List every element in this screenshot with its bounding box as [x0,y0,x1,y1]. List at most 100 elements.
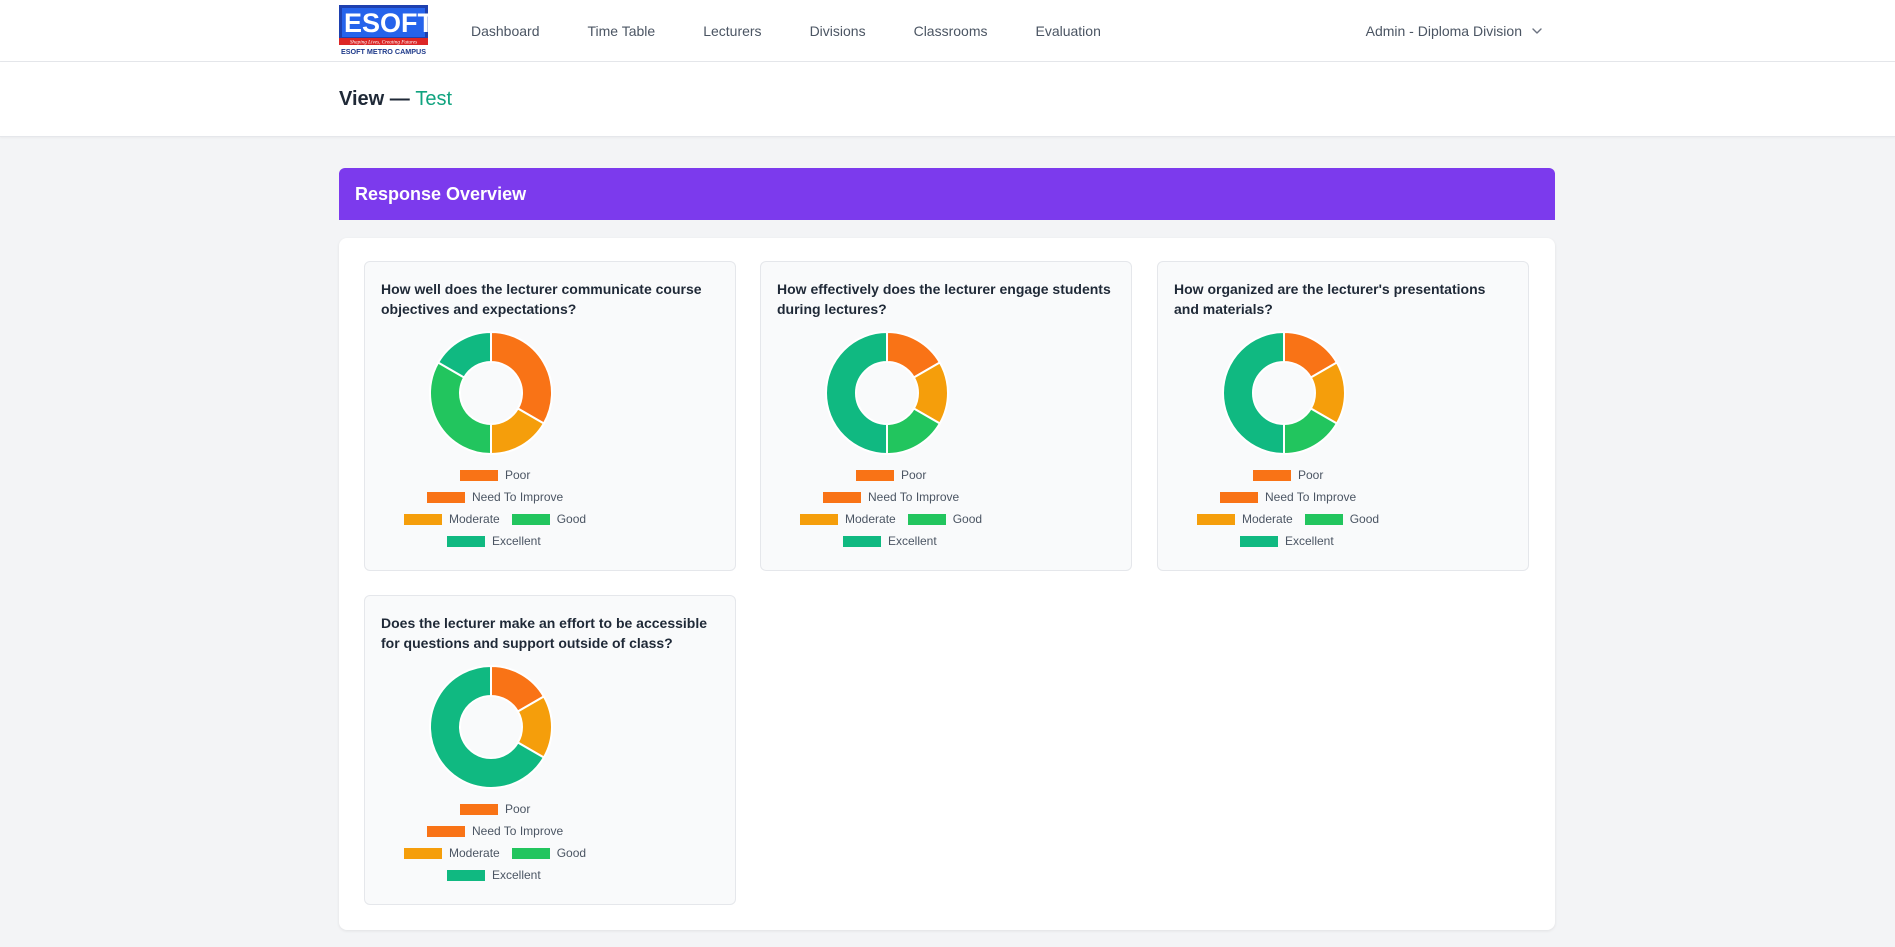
legend-item-need-to-improve[interactable]: Need To Improve [823,490,959,504]
legend-label: Moderate [449,512,500,526]
donut-chart [825,331,949,455]
page-title-name: Test [415,88,453,110]
legend-item-poor[interactable]: Poor [460,468,530,482]
legend-label: Poor [505,802,531,816]
logo-tagline: Shaping Lives, Creating Futures [350,40,417,46]
legend-item-moderate[interactable]: Moderate [1197,512,1293,526]
legend-label: Need To Improve [472,824,564,838]
legend-item-need-to-improve[interactable]: Need To Improve [1220,490,1356,504]
legend-swatch [427,491,465,503]
legend-row: Excellent [1240,534,1334,548]
logo-campus-text: ESOFT METRO CAMPUS [341,47,426,56]
legend-item-excellent[interactable]: Excellent [843,534,937,548]
esoft-logo[interactable]: ESOFT Shaping Lives, Creating Futures ES… [339,5,428,56]
main-nav: Dashboard Time Table Lecturers Divisions… [471,0,1101,61]
legend-swatch [460,803,498,815]
banner-title: Response Overview [355,183,527,204]
nav-lecturers[interactable]: Lecturers [703,22,762,39]
legend-row: Need To Improve [427,490,563,504]
legend-item-good[interactable]: Good [1304,512,1380,526]
legend-row: Poor [1253,468,1323,482]
donut-slice-need-to-improve[interactable] [490,331,553,425]
legend-item-moderate[interactable]: Moderate [800,512,896,526]
legend-label: Need To Improve [1265,490,1357,504]
donut-slice-excellent[interactable] [825,331,888,455]
top-navbar: ESOFT Shaping Lives, Creating Futures ES… [0,0,1895,62]
legend-item-good[interactable]: Good [511,512,587,526]
legend-label: Moderate [1242,512,1293,526]
legend-item-moderate[interactable]: Moderate [404,846,500,860]
legend-row: Moderate Good [1197,512,1379,526]
legend-swatch [511,847,550,859]
legend-row: Poor [460,468,530,482]
nav-classrooms[interactable]: Classrooms [913,22,988,39]
legend-item-poor[interactable]: Poor [856,468,926,482]
legend-swatch [856,469,894,481]
legend-row: Poor [856,468,926,482]
legend-swatch [823,491,861,503]
legend-swatch [1304,513,1343,525]
user-menu-label: Admin - Diploma Division [1365,22,1522,39]
legend-label: Good [952,512,983,526]
nav-divisions[interactable]: Divisions [809,22,866,39]
legend-item-good[interactable]: Good [511,846,587,860]
legend-label: Poor [901,468,927,482]
question-title: Does the lecturer make an effort to be a… [381,615,708,651]
legend-swatch [404,513,442,525]
legend-swatch [1220,491,1258,503]
legend-item-good[interactable]: Good [907,512,983,526]
user-menu-dropdown[interactable]: Admin - Diploma Division [1366,0,1543,61]
legend-item-excellent[interactable]: Excellent [447,534,541,548]
nav-dashboard[interactable]: Dashboard [471,22,540,39]
legend-item-need-to-improve[interactable]: Need To Improve [427,824,563,838]
question-title: How organized are the lecturer's present… [1174,281,1486,317]
page-title: View — Test [339,88,452,111]
responses-panel: How well does the lecturer communicate c… [339,238,1555,930]
legend-row: Poor [460,802,530,816]
legend-row: Moderate Good [404,846,586,860]
legend-label: Need To Improve [868,490,960,504]
legend-row: Moderate Good [800,512,982,526]
legend-swatch [1253,469,1291,481]
legend-row: Excellent [843,534,937,548]
donut-chart [429,331,553,455]
legend-item-excellent[interactable]: Excellent [447,868,541,882]
legend-item-excellent[interactable]: Excellent [1240,534,1334,548]
nav-evaluation[interactable]: Evaluation [1035,22,1101,39]
donut-chart [429,665,553,789]
donut-slice-excellent[interactable] [429,665,546,789]
page-title-prefix: View — [339,88,416,110]
legend-label: Moderate [449,846,500,860]
legend-item-poor[interactable]: Poor [1253,468,1323,482]
legend-swatch [1240,535,1278,547]
nav-time-table[interactable]: Time Table [587,22,656,39]
legend-swatch [511,513,550,525]
page-header: View — Test [0,62,1895,137]
donut-chart [1222,331,1346,455]
donut-slice-excellent[interactable] [1222,331,1285,455]
legend-label: Excellent [492,868,541,882]
legend-item-poor[interactable]: Poor [460,802,530,816]
legend-label: Good [1349,512,1380,526]
response-overview-banner: Response Overview [339,168,1555,220]
donut-slice-good[interactable] [429,361,492,455]
question-card: How effectively does the lecturer engage… [760,261,1132,571]
donut-slice-excellent[interactable] [436,331,492,379]
legend-label: Need To Improve [472,490,564,504]
chevron-down-icon [1532,27,1542,34]
legend-label: Excellent [888,534,937,548]
legend-label: Excellent [492,534,541,548]
legend-row: Excellent [447,534,541,548]
question-title: How well does the lecturer communicate c… [381,281,702,317]
legend-swatch [427,825,465,837]
legend-label: Poor [505,468,531,482]
legend-item-need-to-improve[interactable]: Need To Improve [427,490,563,504]
legend-swatch [447,535,485,547]
legend-label: Moderate [845,512,896,526]
legend-label: Good [556,846,587,860]
legend-item-moderate[interactable]: Moderate [404,512,500,526]
legend-swatch [460,469,498,481]
legend-row: Need To Improve [427,824,563,838]
legend-label: Good [556,512,587,526]
legend-label: Poor [1298,468,1324,482]
